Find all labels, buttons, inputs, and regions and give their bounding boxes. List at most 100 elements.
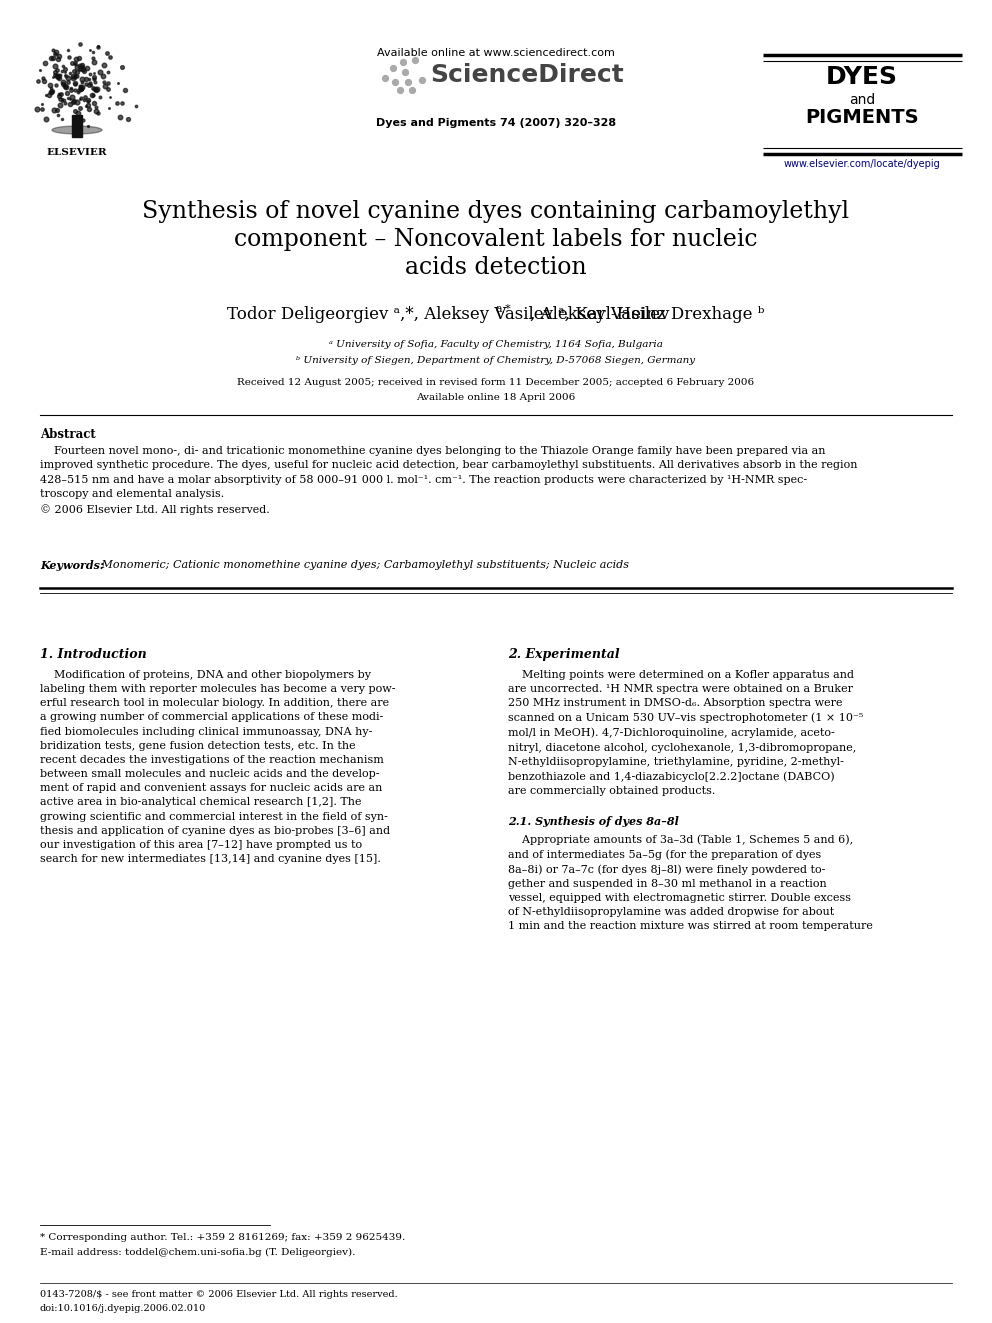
Point: [63, 79, 79, 101]
Text: Appropriate amounts of 3a–3d (Table 1, Schemes 5 and 6),
and of intermediates 5a: Appropriate amounts of 3a–3d (Table 1, S…: [508, 833, 873, 931]
Point: [51, 83, 66, 105]
Point: [86, 66, 102, 87]
Point: [57, 90, 72, 111]
Text: doi:10.1016/j.dyepig.2006.02.010: doi:10.1016/j.dyepig.2006.02.010: [40, 1304, 206, 1312]
Text: acids detection: acids detection: [405, 255, 587, 279]
Point: [56, 71, 71, 93]
Point: [72, 78, 88, 99]
Point: [74, 108, 90, 130]
Point: [60, 67, 75, 89]
Point: [62, 78, 78, 99]
Point: [41, 85, 57, 106]
Text: and: and: [849, 93, 875, 107]
Point: [64, 67, 80, 89]
Text: Monomeric; Cationic monomethine cyanine dyes; Carbamoylethyl substituents; Nucle: Monomeric; Cationic monomethine cyanine …: [98, 560, 629, 570]
Point: [112, 107, 128, 128]
Point: [80, 69, 96, 90]
Point: [69, 82, 85, 103]
Point: [67, 66, 83, 87]
Point: [74, 69, 90, 90]
Point: [81, 99, 97, 120]
Point: [79, 94, 95, 115]
Point: [377, 67, 393, 89]
Point: [88, 101, 104, 122]
Point: [73, 60, 89, 81]
Point: [66, 53, 82, 74]
Point: [120, 108, 136, 130]
Point: [96, 71, 112, 93]
Point: [66, 74, 82, 95]
Point: [76, 90, 92, 111]
Text: a,*: a,*: [496, 303, 512, 314]
Point: [68, 49, 84, 70]
Point: [74, 71, 90, 93]
Text: 2.1. Synthesis of dyes 8a–8l: 2.1. Synthesis of dyes 8a–8l: [508, 816, 679, 827]
Point: [53, 95, 68, 116]
Point: [58, 65, 73, 86]
Point: [73, 77, 89, 98]
Text: component – Noncovalent labels for nucleic: component – Noncovalent labels for nucle…: [234, 228, 758, 251]
Point: [62, 64, 78, 85]
Point: [95, 66, 111, 87]
Point: [76, 87, 92, 108]
Point: [80, 89, 96, 110]
Point: [395, 52, 411, 73]
Point: [97, 75, 113, 97]
Text: Fourteen novel mono-, di- and tricationic monomethine cyanine dyes belonging to : Fourteen novel mono-, di- and tricationi…: [40, 446, 857, 515]
Text: 0143-7208/$ - see front matter © 2006 Elsevier Ltd. All rights reserved.: 0143-7208/$ - see front matter © 2006 El…: [40, 1290, 398, 1299]
Point: [72, 98, 88, 119]
Point: [397, 61, 413, 82]
Text: Abstract: Abstract: [40, 429, 96, 441]
Point: [83, 75, 99, 97]
Point: [62, 94, 78, 115]
Point: [44, 81, 60, 102]
Point: [64, 53, 80, 74]
Point: [50, 105, 65, 126]
Point: [68, 91, 84, 112]
Point: [56, 56, 71, 77]
Point: [88, 79, 104, 101]
Point: [62, 46, 77, 67]
Point: [76, 60, 92, 81]
Point: [78, 69, 94, 90]
Point: [88, 78, 104, 99]
Point: [52, 67, 67, 89]
Text: Todor Deligeorgiev ᵃ,*, Aleksey Vasilev ᵃ, Karl-Heinz Drexhage ᵇ: Todor Deligeorgiev ᵃ,*, Aleksey Vasilev …: [227, 306, 765, 323]
Bar: [72, 115, 82, 138]
Text: , Aleksey Vasilev: , Aleksey Vasilev: [530, 306, 675, 323]
Point: [85, 83, 101, 105]
Point: [61, 71, 76, 93]
Point: [385, 57, 401, 78]
Point: [86, 69, 102, 90]
Text: ScienceDirect: ScienceDirect: [430, 64, 624, 87]
Point: [67, 101, 83, 122]
Text: PIGMENTS: PIGMENTS: [806, 108, 919, 127]
Point: [99, 42, 115, 64]
Point: [92, 62, 108, 83]
Text: E-mail address: toddel@chem.uni-sofia.bg (T. Deligeorgiev).: E-mail address: toddel@chem.uni-sofia.bg…: [40, 1248, 355, 1257]
Text: Synthesis of novel cyanine dyes containing carbamoylethyl: Synthesis of novel cyanine dyes containi…: [143, 200, 849, 224]
Point: [58, 62, 73, 83]
Point: [49, 60, 64, 81]
Point: [387, 71, 403, 93]
Point: [50, 99, 65, 120]
Point: [88, 97, 104, 118]
Point: [392, 79, 408, 101]
Point: [80, 115, 96, 136]
Point: [58, 75, 73, 97]
Text: Available online at www.sciencedirect.com: Available online at www.sciencedirect.co…: [377, 48, 615, 58]
Point: [36, 70, 52, 91]
Point: [66, 53, 82, 74]
Text: Received 12 August 2005; received in revised form 11 December 2005; accepted 6 F: Received 12 August 2005; received in rev…: [237, 378, 755, 388]
Point: [50, 65, 65, 86]
Point: [82, 73, 98, 94]
Text: Melting points were determined on a Kofler apparatus and
are uncorrected. ¹H NMR: Melting points were determined on a Kofl…: [508, 669, 863, 796]
Point: [85, 52, 101, 73]
Point: [65, 66, 81, 87]
Point: [75, 58, 91, 79]
Point: [114, 56, 130, 77]
Point: [72, 33, 88, 54]
Point: [53, 83, 68, 105]
Point: [56, 74, 71, 95]
Point: [45, 48, 61, 69]
